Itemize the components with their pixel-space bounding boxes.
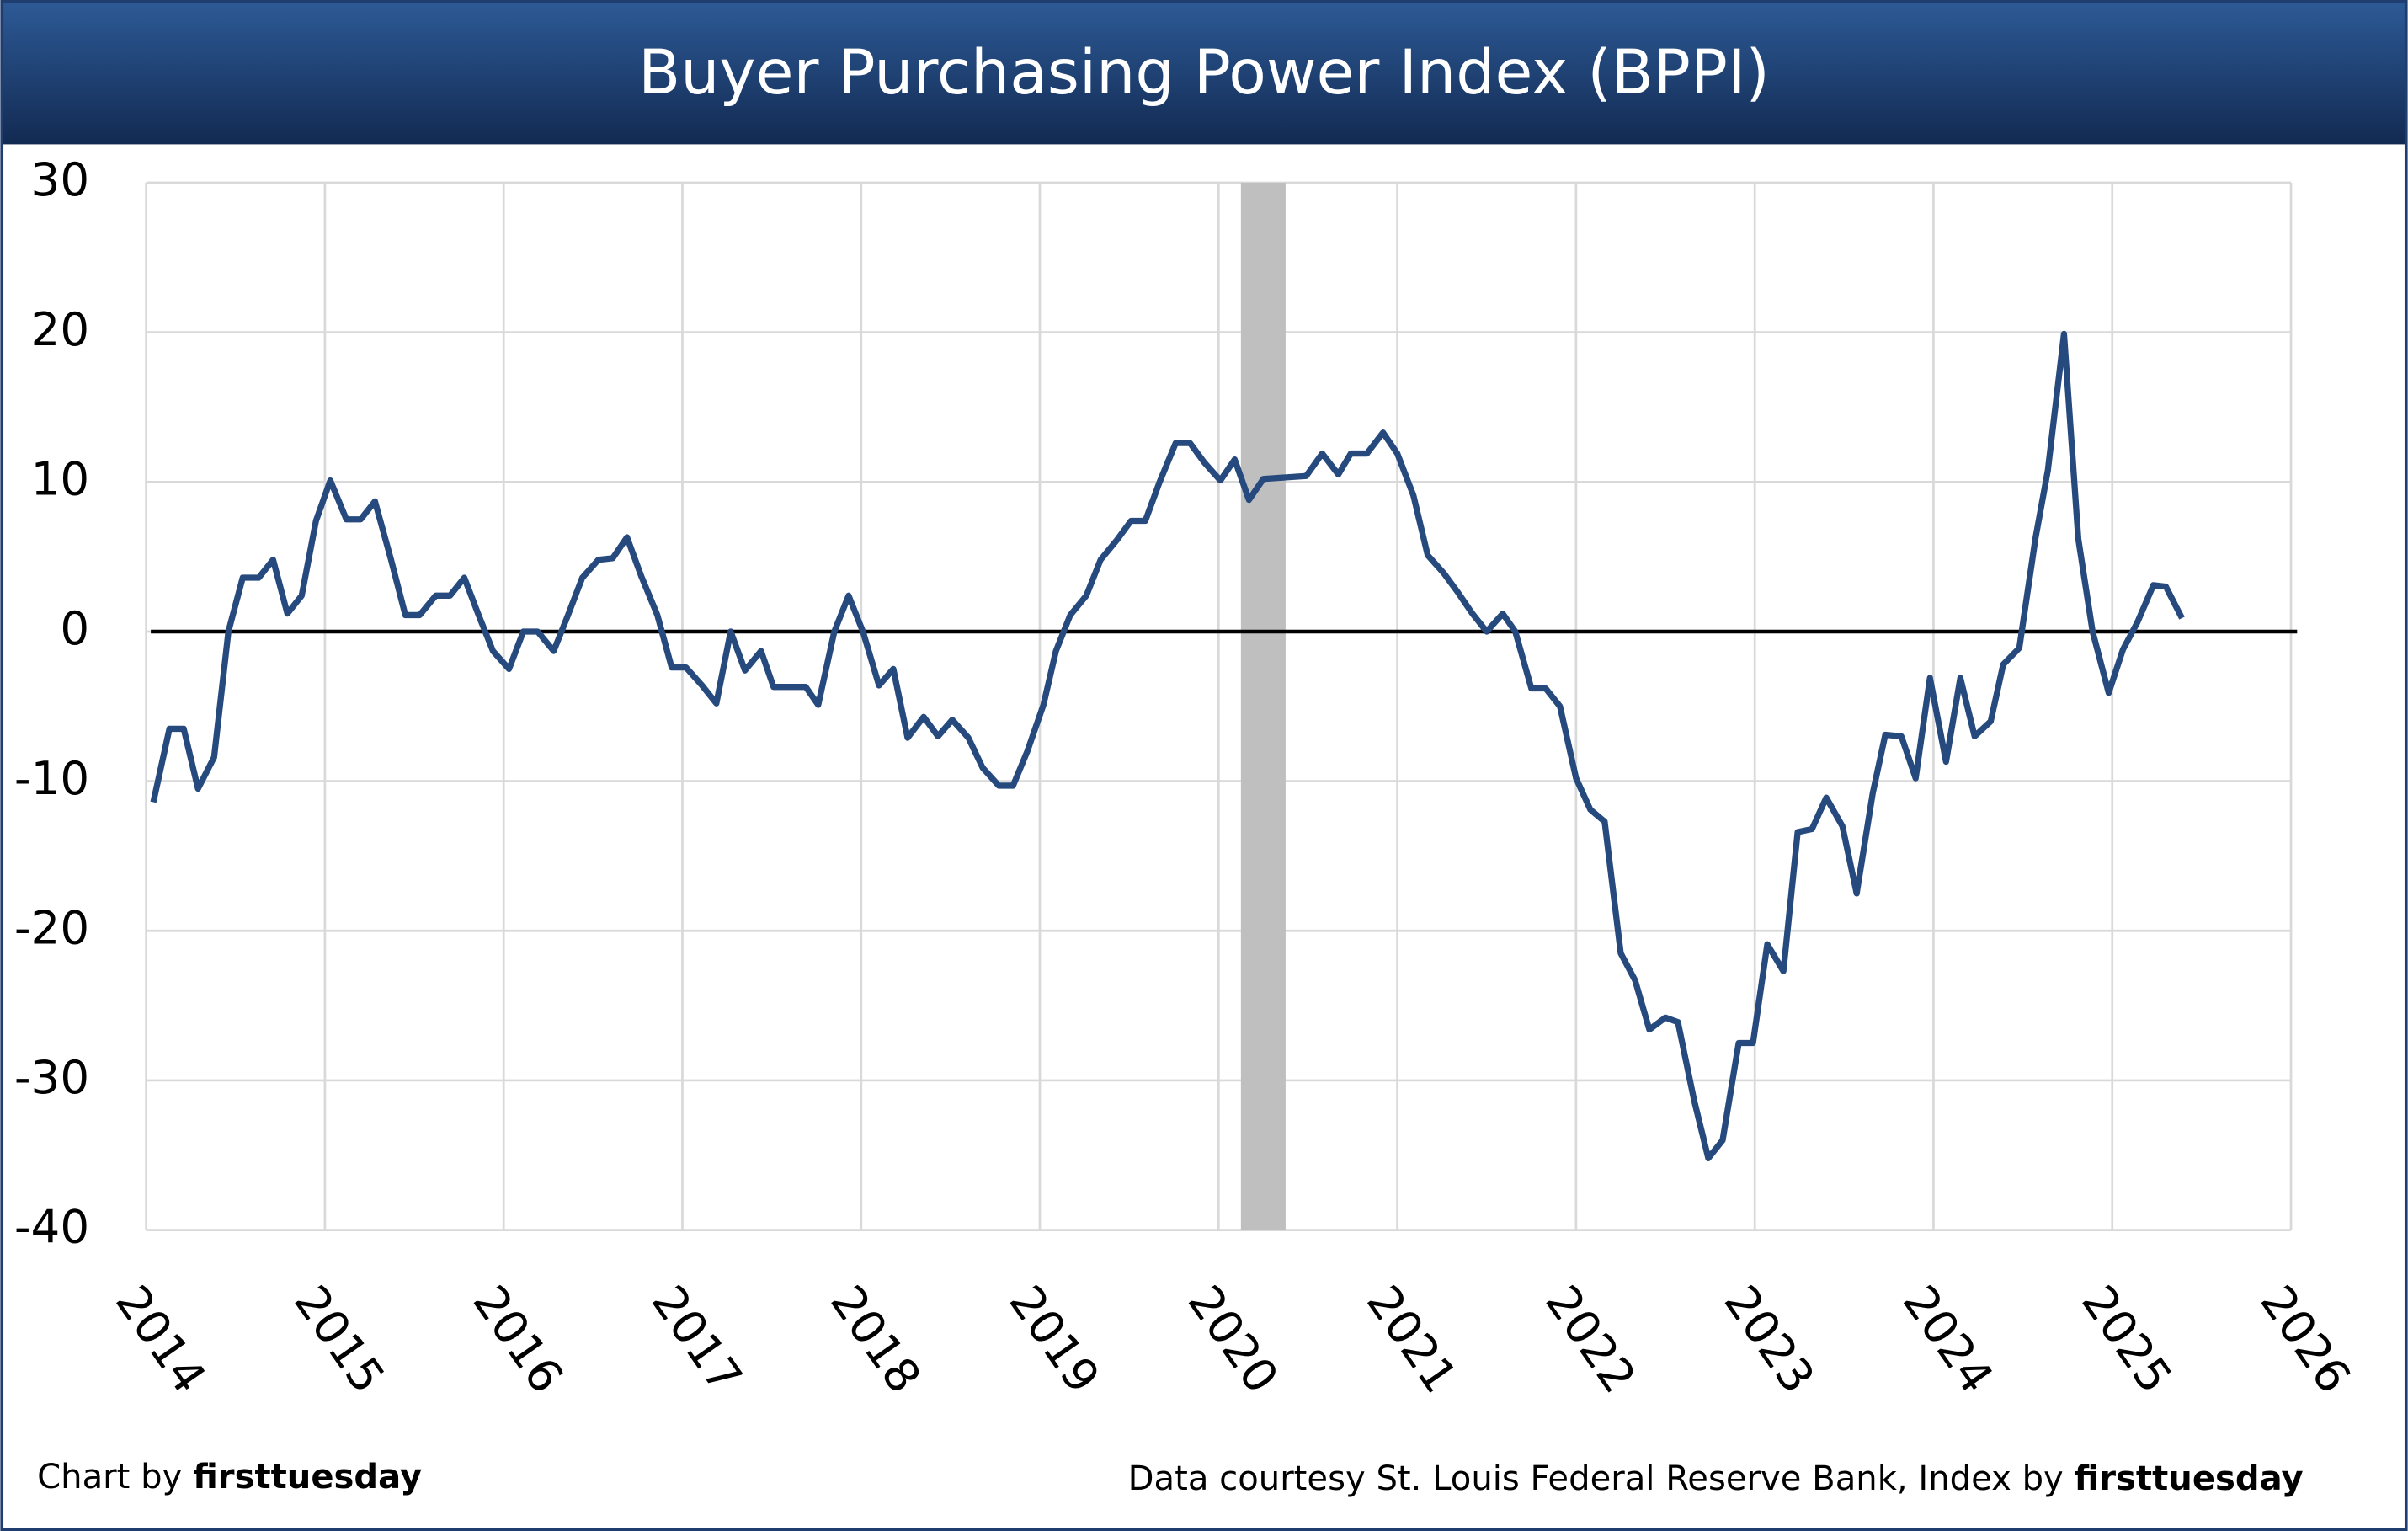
header-bar bbox=[2, 1, 2406, 145]
footer-text: Chart by bbox=[37, 1458, 182, 1496]
footer-right: Data courtesy St. Louis Federal Reserve … bbox=[1128, 1459, 2304, 1498]
data-line bbox=[150, 330, 2185, 1161]
y-tick-label: -30 bbox=[14, 1050, 89, 1104]
shaded-region bbox=[1240, 182, 1286, 1230]
y-tick-label: -20 bbox=[14, 900, 89, 954]
footer-brand: firsttuesday bbox=[193, 1458, 422, 1496]
footer-brand: firsttuesday bbox=[2075, 1459, 2304, 1498]
chart-title: Buyer Purchasing Power Index (BPPI) bbox=[638, 37, 1770, 109]
footer-left: Chart by firsttuesday bbox=[37, 1458, 422, 1496]
y-tick-label: 10 bbox=[31, 451, 90, 505]
footer-text: Data courtesy St. Louis Federal Reserve … bbox=[1128, 1459, 2064, 1498]
y-tick-label: 20 bbox=[31, 302, 90, 356]
y-tick-label: 30 bbox=[31, 152, 90, 206]
y-tick-label: 0 bbox=[60, 601, 89, 655]
y-tick-label: -40 bbox=[14, 1200, 89, 1254]
y-tick-label: -10 bbox=[14, 751, 89, 805]
